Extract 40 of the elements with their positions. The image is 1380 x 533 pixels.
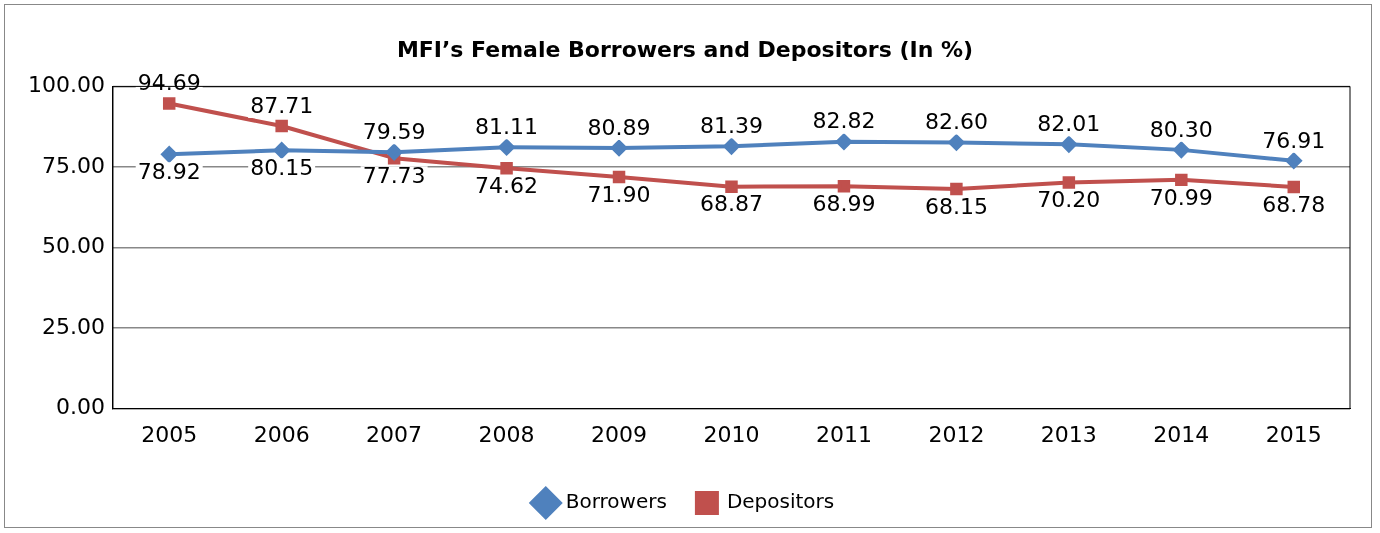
data-label: 70.20 (1037, 187, 1101, 213)
data-label: 82.82 (812, 108, 876, 134)
x-tick-label: 2005 (141, 421, 198, 447)
y-tick-label: 75.00 (41, 152, 105, 178)
y-tick-label: 0.00 (55, 394, 105, 420)
y-tick-label: 25.00 (41, 313, 105, 339)
x-tick-label: 2011 (815, 421, 872, 447)
x-tick-label: 2009 (591, 421, 648, 447)
x-tick-label: 2013 (1040, 421, 1097, 447)
x-tick-label: 2015 (1265, 421, 1322, 447)
data-label: 80.30 (1149, 116, 1213, 142)
legend-label: Borrowers (565, 489, 667, 514)
x-tick-label: 2014 (1153, 421, 1210, 447)
data-label: 80.15 (250, 155, 314, 181)
data-label: 87.71 (250, 92, 314, 118)
data-label: 77.73 (362, 162, 426, 188)
y-tick-label: 100.00 (27, 72, 105, 98)
data-label: 81.11 (475, 113, 539, 139)
data-label: 82.01 (1037, 111, 1101, 137)
data-label: 68.15 (924, 193, 988, 219)
data-label: 81.39 (700, 113, 763, 139)
x-tick-label: 2008 (478, 421, 535, 447)
legend-label: Depositors (726, 489, 835, 514)
data-label: 80.89 (587, 114, 651, 140)
chart-title: MFI’s Female Borrowers and Depositors (In %) (396, 36, 974, 62)
y-tick-label: 50.00 (41, 233, 105, 259)
data-label: 79.59 (362, 118, 426, 144)
x-tick-label: 2010 (703, 421, 760, 447)
data-label: 68.99 (812, 191, 876, 217)
data-label: 68.87 (700, 191, 763, 217)
data-label: 82.60 (924, 109, 988, 135)
x-tick-label: 2012 (928, 421, 985, 447)
data-label: 71.90 (587, 181, 651, 207)
x-tick-label: 2006 (253, 421, 310, 447)
data-label: 70.99 (1149, 184, 1213, 210)
data-label: 76.91 (1262, 127, 1326, 153)
data-label: 74.62 (475, 172, 539, 198)
data-label: 78.92 (137, 159, 201, 185)
x-tick-label: 2007 (366, 421, 423, 447)
data-label: 68.78 (1262, 191, 1326, 217)
